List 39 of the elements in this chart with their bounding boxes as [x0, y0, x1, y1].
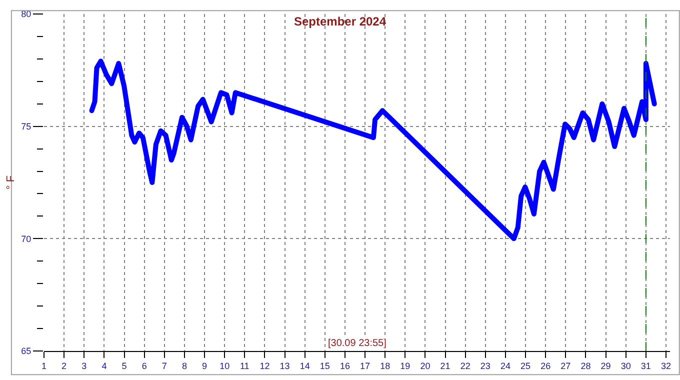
x-tick-label: 9 [202, 360, 208, 371]
annotation: [30.09 23:55] [328, 338, 387, 349]
x-tick-label: 27 [560, 360, 571, 371]
x-tick-label: 8 [182, 360, 187, 371]
x-tick-label: 24 [500, 360, 510, 371]
x-tick-label: 4 [102, 360, 107, 371]
x-tick-label: 28 [580, 360, 591, 371]
x-tick-label: 23 [480, 360, 490, 371]
x-tick-label: 5 [122, 360, 127, 371]
x-tick-label: 22 [460, 360, 470, 371]
x-tick-label: 12 [260, 360, 270, 371]
x-tick-label: 11 [240, 360, 250, 371]
chart-title: September 2024 [294, 14, 386, 28]
y-axis-title: ° F [4, 175, 17, 190]
x-tick-label: 20 [420, 360, 430, 371]
x-tick-label: 10 [220, 360, 230, 371]
x-tick-label: 29 [600, 360, 611, 371]
x-tick-label: 21 [440, 360, 450, 371]
x-tick-label: 16 [340, 360, 350, 371]
x-tick-label: 7 [162, 360, 167, 371]
x-tick-label: 31 [640, 360, 651, 371]
x-tick-label: 18 [380, 360, 390, 371]
x-tick-label: 19 [400, 360, 410, 371]
x-tick-label: 30 [620, 360, 631, 371]
x-tick-label: 17 [360, 360, 370, 371]
x-tick-label: 1 [41, 360, 47, 371]
x-tick-label: 6 [142, 360, 147, 371]
x-tick-label: 25 [520, 360, 531, 371]
x-tick-label: 15 [320, 360, 330, 371]
x-tick-label: 32 [660, 360, 671, 371]
x-tick-label: 14 [300, 360, 310, 371]
y-tick-label: 70 [21, 234, 32, 244]
y-tick-label: 75 [21, 121, 32, 132]
x-tick-label: 3 [82, 360, 87, 371]
x-tick-label: 26 [540, 360, 551, 371]
y-tick-label: 80 [21, 9, 32, 20]
x-tick-label: 13 [280, 360, 290, 371]
y-tick-label: 65 [21, 346, 32, 356]
x-tick-label: 2 [62, 360, 67, 371]
